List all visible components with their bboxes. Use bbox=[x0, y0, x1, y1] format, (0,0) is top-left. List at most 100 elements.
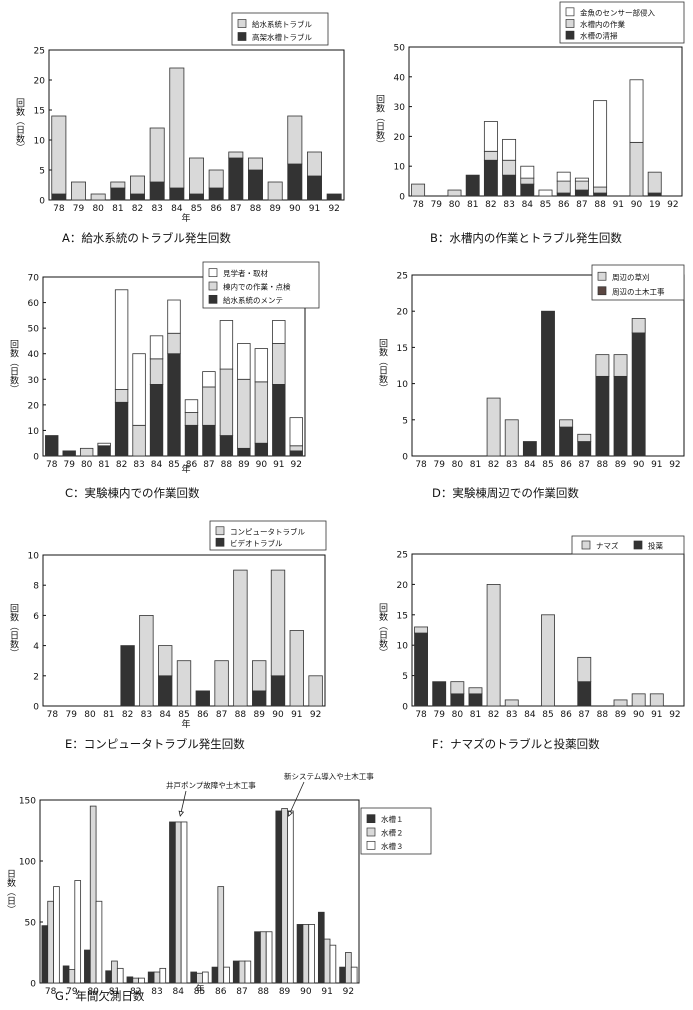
bar-segment-a-s0 bbox=[287, 163, 303, 201]
legend-swatch bbox=[565, 7, 575, 17]
x-tick-label: 85 bbox=[194, 987, 205, 997]
x-tick-label: 86 bbox=[215, 987, 227, 997]
x-tick-label: 85 bbox=[178, 710, 189, 720]
x-tick-label: 91 bbox=[291, 710, 302, 720]
x-tick-label: 84 bbox=[151, 460, 163, 470]
y-axis-label: 回数（日数） bbox=[14, 98, 25, 152]
x-tick-label: 79 bbox=[66, 987, 78, 997]
x-tick-label: 90 bbox=[633, 460, 645, 470]
bar-segment-b-s1 bbox=[447, 189, 462, 197]
bar-segment-f-s1 bbox=[631, 693, 646, 707]
x-tick-label: 85 bbox=[542, 460, 553, 470]
x-tick-label: 92 bbox=[310, 710, 321, 720]
x-tick-label: 91 bbox=[651, 710, 662, 720]
x-tick-label: 81 bbox=[467, 200, 478, 210]
x-tick-label: 81 bbox=[112, 204, 123, 214]
bar-g-s2 bbox=[116, 967, 124, 984]
bar-g-s2 bbox=[308, 924, 315, 984]
chart-f: 0 5 10 15 20 25 回数（日数） 78 79 80 81 82 83 84 85 86 87 88 89… bbox=[377, 535, 685, 751]
bar-segment-f-s1 bbox=[649, 693, 664, 707]
chart-caption: E：コンピュータトラブル発生回数 bbox=[65, 737, 245, 751]
legend-swatch bbox=[237, 19, 247, 28]
bar-segment-f-s1 bbox=[468, 687, 483, 695]
x-tick-label: 89 bbox=[615, 710, 627, 720]
bar-segment-c-s0 bbox=[45, 435, 59, 457]
bar-segment-b-s1 bbox=[520, 177, 535, 185]
legend-label: 水槽１ bbox=[381, 814, 404, 824]
y-tick-label: 10 bbox=[28, 552, 40, 562]
bar-g-s1 bbox=[153, 971, 161, 984]
legend-swatch bbox=[597, 271, 607, 281]
x-tick-label: 79 bbox=[431, 200, 443, 210]
x-tick-label: 88 bbox=[250, 204, 262, 214]
legend: 水槽１ 水槽２ 水槽３ bbox=[360, 807, 432, 855]
y-tick-label: 60 bbox=[28, 299, 40, 309]
x-tick-label: 81 bbox=[98, 460, 109, 470]
bar-segment-a-s0 bbox=[307, 175, 322, 201]
y-tick-label: 50 bbox=[28, 325, 40, 335]
x-tick-label: 90 bbox=[631, 200, 643, 210]
bar-segment-c-s0 bbox=[289, 450, 303, 457]
bar-segment-d-s0 bbox=[595, 375, 610, 457]
bar-segment-c-s1 bbox=[79, 447, 94, 457]
bar-segment-d-s0 bbox=[522, 441, 537, 457]
x-tick-label: 78 bbox=[415, 710, 427, 720]
chart-a: 0 5 10 15 20 25 回数（日数） 78 79 80 81 82 83 84 85 86 87 88 89… bbox=[14, 12, 345, 245]
bar-segment-a-s1 bbox=[267, 181, 283, 201]
legend-label: ビデオトラブル bbox=[230, 538, 283, 548]
x-tick-label: 91 bbox=[321, 987, 332, 997]
x-tick-label: 90 bbox=[256, 460, 268, 470]
bar-segment-d-s1 bbox=[577, 433, 592, 442]
x-tick-label: 80 bbox=[92, 204, 104, 214]
chart-caption: F：ナマズのトラブルと投薬回数 bbox=[432, 737, 600, 751]
x-tick-label: 83 bbox=[151, 204, 162, 214]
bar-segment-c-s1 bbox=[184, 412, 199, 426]
legend-label: 投薬 bbox=[648, 541, 663, 551]
x-tick-label: 82 bbox=[132, 204, 143, 214]
annotation-text: 新システム導入や土木工事 bbox=[284, 771, 374, 781]
x-tick-label: 80 bbox=[84, 710, 96, 720]
bar-g-s2 bbox=[244, 960, 252, 984]
bar-segment-d-s1 bbox=[486, 397, 501, 457]
legend-swatch bbox=[237, 32, 247, 41]
bar-segment-c-s1 bbox=[272, 343, 286, 385]
x-tick-label: 86 bbox=[558, 200, 570, 210]
bar-segment-a-s1 bbox=[169, 67, 185, 189]
bar-g-s1 bbox=[68, 969, 76, 984]
x-tick-label: 90 bbox=[289, 204, 301, 214]
bar-g-s2 bbox=[223, 966, 230, 984]
x-tick-label: 87 bbox=[203, 460, 214, 470]
y-tick-label: 20 bbox=[397, 308, 409, 318]
y-axis-label: 回数（日数） bbox=[8, 339, 19, 393]
bar-g-s2 bbox=[329, 944, 337, 984]
bar-segment-d-s0 bbox=[559, 426, 574, 457]
bar-segment-e-s0 bbox=[252, 690, 267, 707]
legend-swatch bbox=[565, 30, 575, 40]
x-tick-label: 90 bbox=[300, 987, 312, 997]
chart-caption: C：実験棟内での作業回数 bbox=[65, 486, 200, 500]
legend-swatch bbox=[208, 294, 218, 304]
bar-segment-c-s2 bbox=[184, 399, 199, 413]
x-tick-label: 92 bbox=[669, 460, 680, 470]
bar-segment-b-s2 bbox=[593, 100, 608, 188]
bar-g-s0 bbox=[84, 949, 91, 984]
bar-segment-c-s2 bbox=[97, 442, 111, 447]
bar-g-s2 bbox=[287, 810, 294, 984]
bar-segment-a-s1 bbox=[51, 115, 67, 195]
bar-segment-f-s0 bbox=[577, 681, 592, 707]
x-tick-label: 80 bbox=[449, 200, 461, 210]
bar-segment-e-s1 bbox=[289, 630, 304, 707]
bar-g-s0 bbox=[275, 810, 283, 984]
x-tick-label: 90 bbox=[272, 710, 284, 720]
bar-segment-d-s1 bbox=[613, 354, 628, 377]
bar-g-s1 bbox=[323, 938, 331, 984]
bar-segment-e-s1 bbox=[308, 675, 323, 707]
bar-g-s0 bbox=[254, 931, 261, 984]
x-tick-label: 78 bbox=[53, 204, 65, 214]
legend-swatch bbox=[597, 286, 607, 296]
bar-segment-a-s0 bbox=[228, 157, 244, 201]
bar-segment-f-s0 bbox=[432, 681, 447, 707]
x-tick-label: 89 bbox=[269, 204, 281, 214]
x-tick-label: 86 bbox=[560, 710, 572, 720]
bar-segment-a-s1 bbox=[307, 151, 322, 177]
